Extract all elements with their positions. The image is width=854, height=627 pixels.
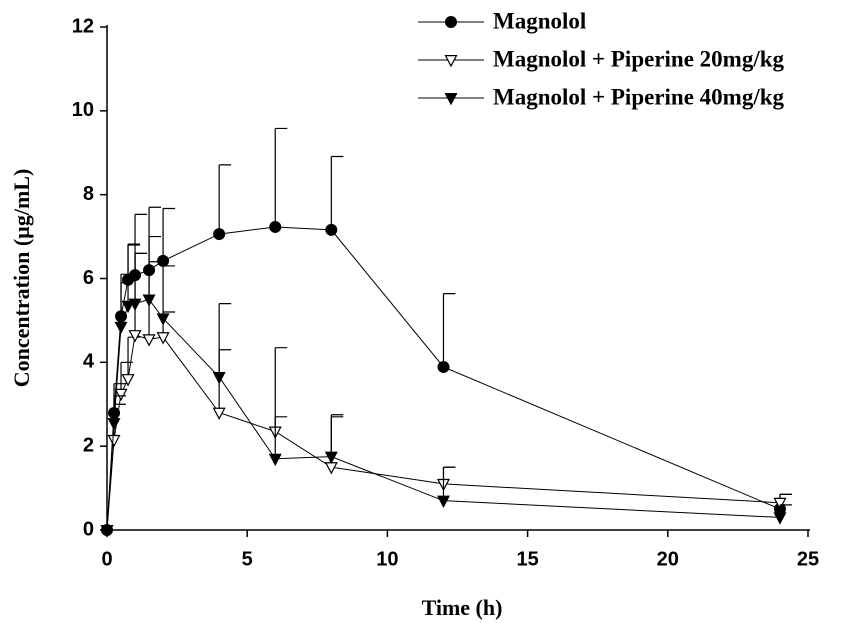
marker [107, 418, 121, 431]
marker [213, 228, 226, 241]
y-tick-label: 2 [83, 434, 94, 456]
error-bar [274, 347, 288, 432]
marker [107, 434, 121, 448]
marker [436, 495, 450, 508]
y-tick-label: 10 [72, 99, 94, 121]
error-bar [120, 282, 134, 327]
marker [324, 451, 338, 464]
marker [128, 330, 142, 343]
marker [773, 512, 787, 525]
marker [212, 407, 226, 420]
marker [157, 254, 170, 267]
x-tick-label: 15 [516, 548, 538, 570]
x-tick-label: 5 [242, 548, 253, 570]
marker [128, 298, 142, 311]
marker [114, 388, 128, 402]
error-bar [442, 466, 456, 501]
x-tick-label: 10 [376, 548, 398, 570]
series-line [106, 226, 781, 531]
legend-label: Magnolol [493, 8, 586, 33]
marker [100, 524, 114, 538]
series-line [106, 298, 780, 531]
marker [212, 372, 226, 385]
marker [437, 360, 450, 373]
y-tick-label: 8 [83, 183, 94, 205]
legend-marker [444, 92, 458, 106]
legend-label: Magnolol + Piperine 20mg/kg [493, 46, 785, 71]
marker [325, 223, 338, 236]
y-tick-label: 4 [83, 351, 95, 373]
series-line [106, 334, 780, 531]
x-tick-label: 25 [797, 548, 819, 570]
marker [142, 294, 156, 307]
error-bar [134, 252, 148, 304]
error-bar [218, 164, 232, 235]
error-bar [162, 265, 176, 319]
error-bar [442, 292, 456, 367]
marker [773, 497, 787, 511]
marker [121, 300, 135, 314]
legend-label: Magnolol + Piperine 40mg/kg [493, 84, 785, 109]
error-bar [127, 244, 141, 306]
x-tick-label: 0 [101, 548, 112, 570]
y-tick-label: 0 [83, 518, 94, 540]
error-bar [330, 155, 344, 230]
marker [142, 334, 156, 347]
marker [121, 374, 135, 387]
error-bar [218, 303, 232, 378]
y-tick-label: 6 [83, 267, 94, 289]
error-bar [162, 207, 176, 261]
legend-marker [445, 16, 457, 28]
marker [114, 321, 128, 335]
error-bar [218, 349, 232, 413]
marker [268, 453, 282, 467]
error-bar [330, 414, 344, 457]
marker [156, 332, 170, 345]
y-axis-label: Concentration (µg/mL) [9, 169, 34, 388]
error-bar [148, 235, 162, 300]
legend-marker [444, 54, 458, 68]
x-tick-label: 20 [657, 548, 679, 570]
marker [269, 220, 282, 233]
y-tick-label: 12 [72, 15, 94, 37]
x-axis-label: Time (h) [422, 595, 503, 620]
error-bar [274, 127, 288, 227]
marker [156, 313, 170, 326]
error-bar [274, 416, 288, 459]
